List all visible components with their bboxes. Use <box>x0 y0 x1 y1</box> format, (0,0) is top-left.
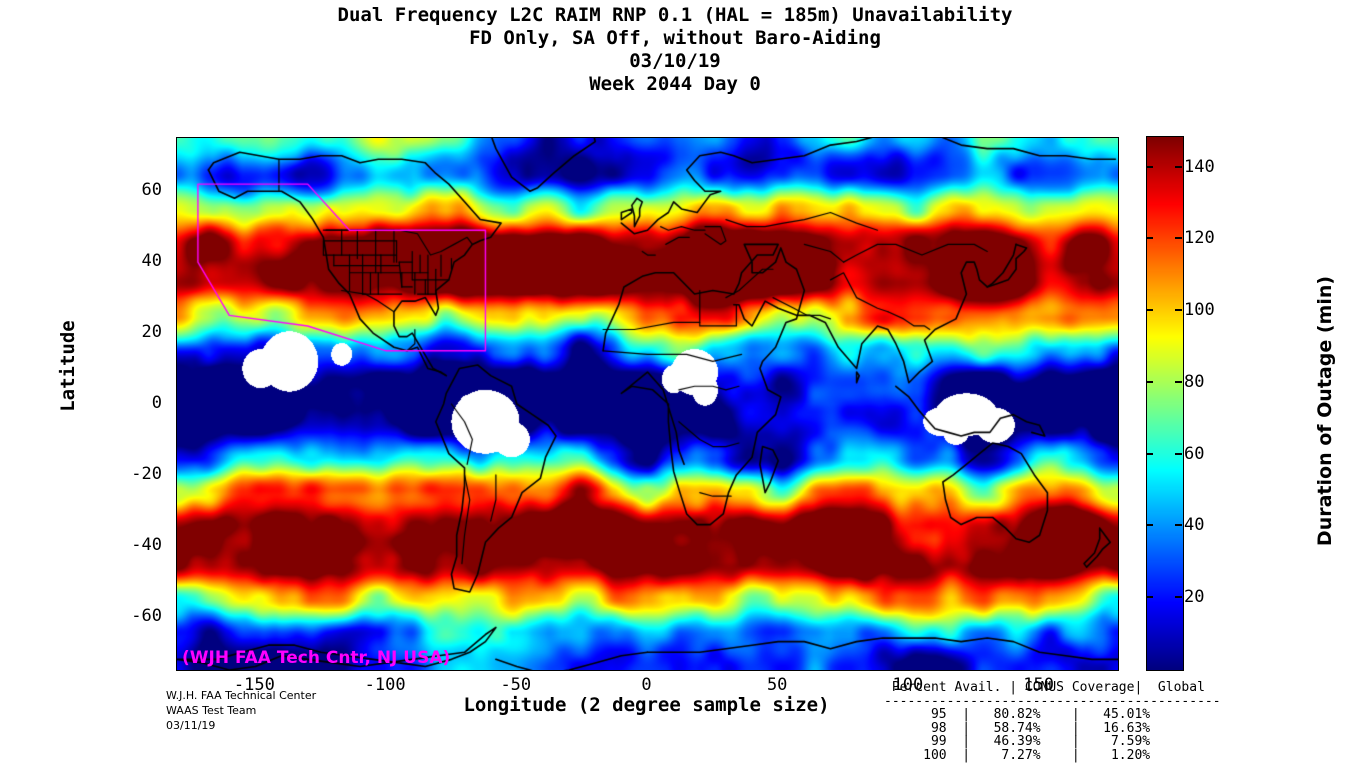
coastline-overlay-layer <box>177 138 1118 670</box>
title-line-3: 03/10/19 <box>629 50 721 72</box>
colorbar-title: Duration of Outage (min) <box>1314 275 1336 547</box>
colorbar-tick-mark <box>1146 165 1153 168</box>
colorbar-tick-mark <box>1146 380 1153 383</box>
colorbar-tick-mark <box>1146 237 1153 240</box>
y-tick-label: -60 <box>131 605 162 626</box>
title-line-2: FD Only, SA Off, without Baro-Aiding <box>469 27 881 49</box>
colorbar-tick-mark <box>1146 596 1153 599</box>
credits-line-2: WAAS Test Team <box>166 704 257 717</box>
figure-title: Dual Frequency L2C RAIM RNP 0.1 (HAL = 1… <box>0 4 1350 96</box>
colorbar-tick-mark <box>1175 380 1182 383</box>
colorbar-tick-label: 40 <box>1184 515 1205 536</box>
title-line-4: Week 2044 Day 0 <box>589 73 761 95</box>
x-axis-title: Longitude (2 degree sample size) <box>463 694 830 716</box>
credits-line-3: 03/11/19 <box>166 719 216 732</box>
y-axis-title: Latitude <box>57 320 79 412</box>
colorbar-tick-mark <box>1175 524 1182 527</box>
colorbar-tick-mark <box>1175 237 1182 240</box>
y-tick-label: 40 <box>141 251 162 272</box>
x-tick-label: 150 <box>1023 675 1054 695</box>
y-tick-label: 0 <box>151 393 162 413</box>
x-tick-label: -50 <box>500 675 532 695</box>
colorbar-tick-label: 100 <box>1184 300 1215 321</box>
y-tick-label: 20 <box>141 322 162 343</box>
colorbar <box>1146 136 1184 671</box>
x-tick-label: -100 <box>364 675 406 695</box>
world-map-plot[interactable] <box>176 137 1119 671</box>
colorbar-tick-mark <box>1146 452 1153 455</box>
y-tick-label: -20 <box>131 463 162 484</box>
colorbar-tick-label: 60 <box>1184 443 1205 464</box>
x-tick-label: 50 <box>766 675 788 695</box>
colorbar-tick-label: 80 <box>1184 371 1205 392</box>
x-tick-label: -150 <box>233 675 275 695</box>
y-tick-label: 60 <box>141 180 162 201</box>
colorbar-tick-mark <box>1175 309 1182 312</box>
colorbar-tick-mark <box>1175 596 1182 599</box>
credits-line-1: W.J.H. FAA Technical Center <box>166 689 317 702</box>
colorbar-tick-mark <box>1175 452 1182 455</box>
credits-block: W.J.H. FAA Technical Center WAAS Test Te… <box>166 688 316 733</box>
colorbar-tick-mark <box>1175 165 1182 168</box>
x-tick-label: 0 <box>641 675 652 695</box>
title-line-1: Dual Frequency L2C RAIM RNP 0.1 (HAL = 1… <box>337 4 1013 26</box>
colorbar-tick-mark <box>1146 309 1153 312</box>
colorbar-tick-label: 120 <box>1184 228 1215 249</box>
x-tick-label: 100 <box>892 675 924 695</box>
colorbar-tick-label: 20 <box>1184 587 1205 608</box>
y-tick-label: -40 <box>131 534 162 555</box>
colorbar-tick-mark <box>1146 524 1153 527</box>
colorbar-tick-label: 140 <box>1184 156 1215 177</box>
watermark-label: (WJH FAA Tech Cntr, NJ USA) <box>182 648 451 668</box>
colorbar-gradient <box>1147 137 1183 670</box>
